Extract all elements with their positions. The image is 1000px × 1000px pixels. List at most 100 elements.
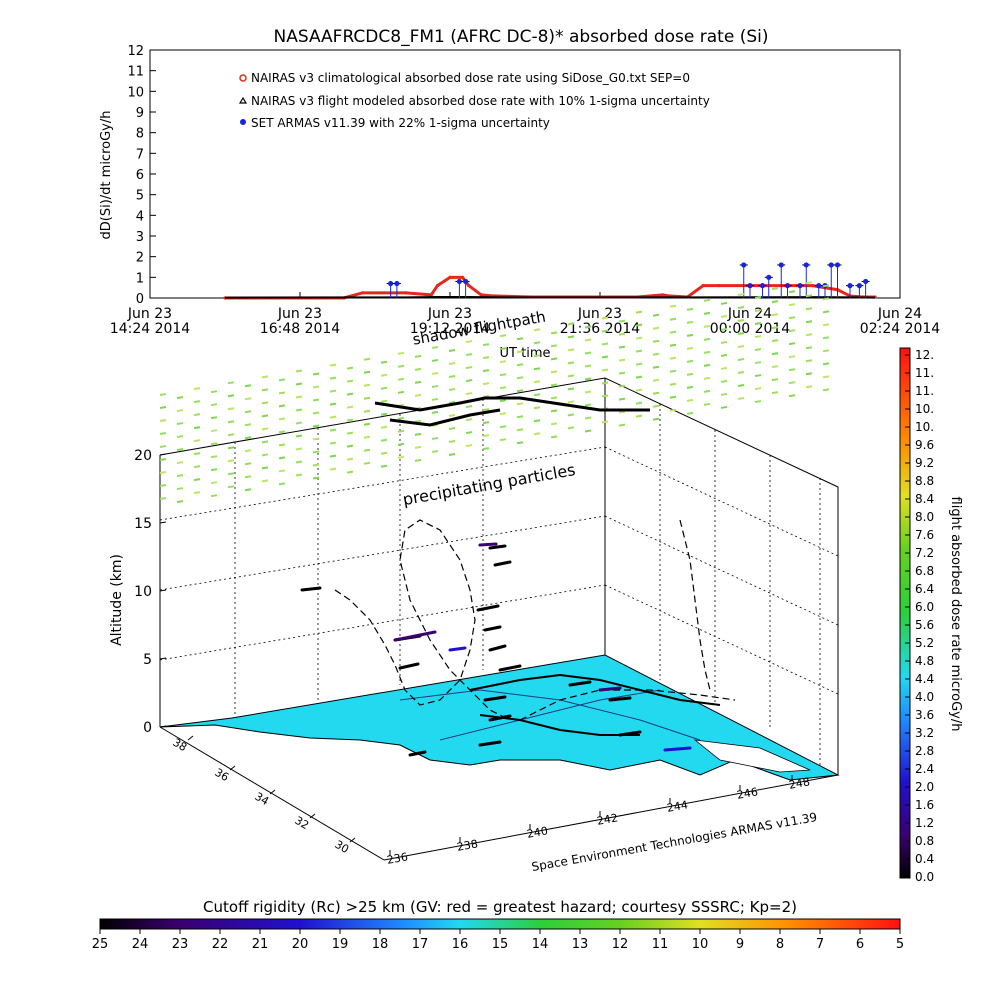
particle-dash bbox=[499, 386, 507, 390]
particle-dash bbox=[397, 455, 405, 459]
colorbar-tick-label: 11. bbox=[915, 366, 934, 380]
particle-dash bbox=[312, 411, 320, 415]
flight-path-traces bbox=[334, 396, 736, 736]
particle-dash bbox=[380, 451, 388, 455]
particle-dash bbox=[159, 471, 167, 474]
particle-dash bbox=[669, 343, 677, 347]
series-point-climatological bbox=[810, 284, 815, 288]
particle-dash bbox=[346, 431, 354, 435]
particle-dash bbox=[363, 422, 371, 426]
particle-dash bbox=[227, 446, 235, 450]
latitude-ticks: 30 32 34 36 38 bbox=[170, 735, 356, 856]
particle-dash bbox=[754, 309, 762, 313]
particle-dash bbox=[397, 442, 405, 446]
particle-dash bbox=[567, 374, 575, 378]
legend: NAIRAS v3 climatological absorbed dose r… bbox=[238, 71, 710, 130]
x-tick-date: Jun 23 bbox=[127, 306, 172, 322]
particle-dash bbox=[363, 435, 371, 439]
series-point-armas bbox=[759, 283, 766, 289]
particle-dash bbox=[669, 408, 677, 412]
particle-dash bbox=[669, 395, 677, 399]
particle-dash bbox=[822, 323, 830, 327]
particle-dash bbox=[737, 384, 745, 387]
particle-dash bbox=[397, 390, 405, 394]
particle-dash bbox=[686, 346, 694, 350]
particle-dash bbox=[805, 320, 813, 324]
particle-dash bbox=[414, 419, 422, 423]
particle-dash bbox=[584, 390, 592, 394]
y-tick-label: 10 bbox=[127, 85, 144, 100]
y-tick-label: 7 bbox=[136, 147, 144, 162]
particle-dash bbox=[397, 364, 405, 368]
particle-dash bbox=[414, 354, 422, 358]
particle-dash bbox=[465, 444, 473, 448]
particle-dash bbox=[278, 443, 286, 447]
particle-dash bbox=[618, 358, 626, 362]
particle-dash bbox=[805, 281, 813, 285]
particle-dash bbox=[737, 332, 745, 335]
particle-dash bbox=[465, 392, 473, 396]
particle-dash bbox=[533, 419, 541, 423]
x-tick-date: Jun 23 bbox=[277, 306, 322, 322]
altitude-tick-label: 20 bbox=[134, 448, 152, 464]
colorbar-tick-label: 2.4 bbox=[915, 762, 934, 776]
particle-dash bbox=[159, 484, 167, 487]
colorbar-tick-label: 8.0 bbox=[915, 510, 934, 524]
particle-dash bbox=[244, 423, 252, 427]
latitude-tick-mark bbox=[269, 789, 276, 795]
particle-dash bbox=[210, 494, 218, 498]
particle-dash bbox=[448, 375, 456, 378]
series-point-climatological bbox=[435, 284, 440, 288]
particle-dash bbox=[210, 442, 218, 446]
particle-dash bbox=[210, 468, 218, 472]
rigidity-tick-label: 22 bbox=[212, 937, 229, 952]
particle-dash bbox=[176, 435, 184, 439]
chart-title: NASAAFRCDC8_FM1 (AFRC DC-8)* absorbed do… bbox=[274, 27, 769, 47]
particle-dash bbox=[465, 379, 473, 383]
particle-dash bbox=[261, 479, 269, 483]
particle-dash bbox=[720, 340, 728, 344]
legend-label-modeled: NAIRAS v3 flight modeled absorbed dose r… bbox=[251, 94, 710, 108]
particle-dash bbox=[771, 352, 779, 356]
y-tick-label: 3 bbox=[136, 230, 144, 245]
particle-dash bbox=[431, 371, 439, 375]
particle-dash bbox=[499, 334, 507, 338]
particle-dash bbox=[516, 363, 524, 367]
particle-dash bbox=[737, 371, 745, 374]
x-tick-time: 16:48 2014 bbox=[260, 321, 341, 337]
particle-dash bbox=[329, 428, 337, 432]
series-point-armas bbox=[394, 280, 400, 287]
particle-dash bbox=[159, 432, 167, 435]
particle-dash bbox=[720, 366, 728, 370]
series-point-armas bbox=[784, 283, 791, 289]
particle-dash bbox=[346, 418, 354, 422]
x-tick-date: Jun 23 bbox=[427, 306, 472, 322]
colorbar-tick-label: 9.2 bbox=[915, 456, 934, 470]
particle-dash bbox=[210, 403, 218, 407]
series-point-climatological bbox=[701, 284, 705, 288]
particle-dash bbox=[805, 333, 813, 337]
y-tick-label: 12 bbox=[127, 44, 144, 59]
particle-dash bbox=[295, 460, 303, 464]
particle-dash bbox=[380, 399, 388, 403]
particle-dash bbox=[754, 296, 762, 300]
particle-dash bbox=[465, 340, 473, 344]
particle-dash bbox=[312, 476, 320, 480]
flight-path-solid-ground bbox=[469, 673, 721, 736]
particle-dash bbox=[652, 313, 660, 317]
particle-dash bbox=[618, 332, 626, 336]
x-tick-time: 14:24 2014 bbox=[110, 321, 191, 337]
particle-dash bbox=[720, 392, 728, 396]
particle-dash bbox=[533, 328, 541, 332]
particle-dash bbox=[431, 345, 439, 349]
particle-dash bbox=[669, 369, 677, 373]
flight-path-dashed bbox=[334, 519, 736, 721]
particle-dash bbox=[788, 342, 796, 346]
particle-dash bbox=[193, 491, 201, 495]
particle-dash bbox=[771, 391, 779, 395]
particle-dash bbox=[380, 464, 388, 468]
y-tick-label: 2 bbox=[136, 251, 144, 266]
colorbar-tick-label: 10. bbox=[915, 420, 934, 434]
particle-dash bbox=[822, 284, 830, 288]
particle-dash bbox=[618, 371, 626, 375]
